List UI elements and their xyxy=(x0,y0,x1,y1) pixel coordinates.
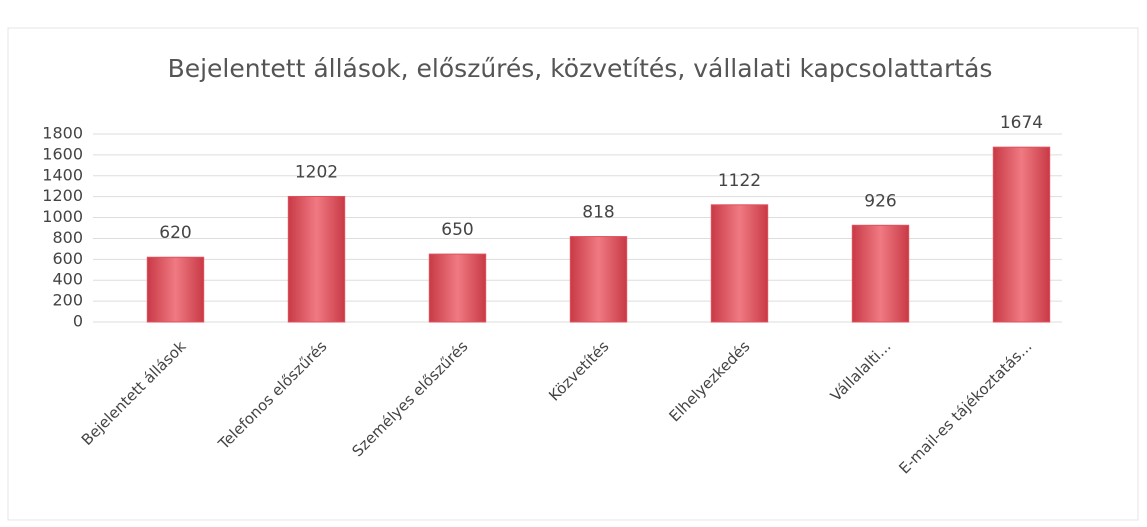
x-tick-label: Közvetítés xyxy=(545,337,612,404)
y-tick-label: 1400 xyxy=(42,165,83,184)
data-label: 1674 xyxy=(1000,113,1043,133)
bar xyxy=(992,146,1051,323)
y-tick-label: 800 xyxy=(52,228,83,247)
y-tick-label: 1200 xyxy=(42,186,83,205)
y-tick-label: 1000 xyxy=(42,207,83,226)
data-label: 650 xyxy=(441,220,473,240)
bar xyxy=(851,224,910,323)
data-label: 818 xyxy=(582,203,614,223)
bar xyxy=(146,256,205,323)
y-tick-label: 400 xyxy=(52,270,83,289)
x-tick-label: Vállalalti... xyxy=(827,337,895,405)
y-tick-label: 1600 xyxy=(42,144,83,163)
chart-border xyxy=(7,27,1139,521)
x-tick-label: Bejelentett állások xyxy=(78,337,190,449)
bar xyxy=(287,195,346,323)
x-tick-label: Személyes előszűrés xyxy=(348,337,471,460)
y-tick-label: 0 xyxy=(73,312,83,331)
bar xyxy=(710,204,769,323)
data-label: 1202 xyxy=(295,162,338,182)
y-tick-label: 600 xyxy=(52,249,83,268)
y-tick-label: 1800 xyxy=(42,124,83,143)
data-label: 926 xyxy=(864,191,896,211)
x-tick-label: Elhelyezkedés xyxy=(665,337,753,425)
data-label: 620 xyxy=(159,223,191,243)
x-tick-label: E-mail-es tájékoztatás... xyxy=(895,337,1035,477)
data-label: 1122 xyxy=(718,171,761,191)
chart-title: Bejelentett állások, előszűrés, közvetít… xyxy=(168,54,993,83)
bar xyxy=(428,253,487,323)
x-tick-label: Telefonos előszűrés xyxy=(214,337,331,454)
y-tick-label: 200 xyxy=(52,291,83,310)
bar xyxy=(569,236,628,323)
